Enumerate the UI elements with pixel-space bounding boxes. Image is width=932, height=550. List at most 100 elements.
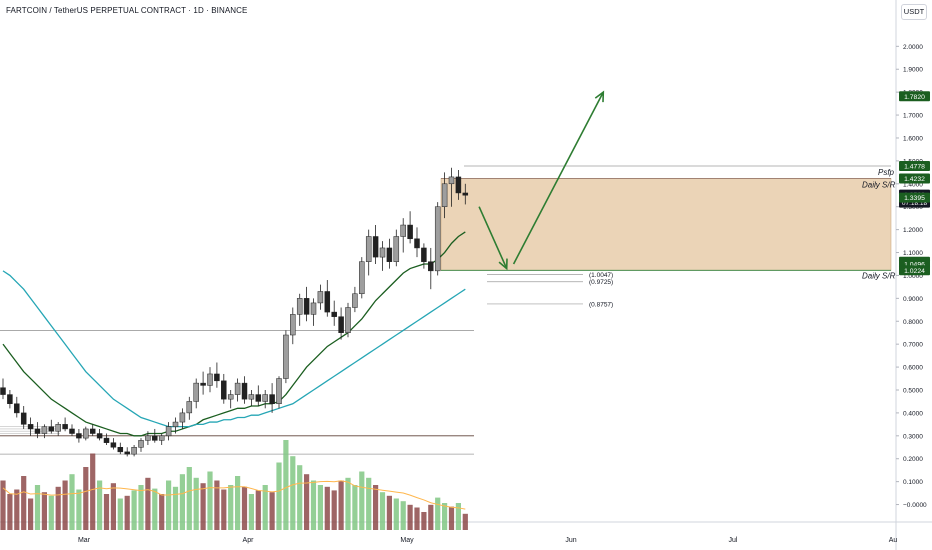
candle-body xyxy=(221,380,227,400)
candle-body xyxy=(62,424,68,430)
candle-body xyxy=(55,424,61,432)
volume-bar xyxy=(283,440,289,530)
x-tick-label: May xyxy=(400,537,414,544)
volume-bar xyxy=(159,494,165,530)
volume-bar xyxy=(359,471,365,530)
candle-body xyxy=(352,293,358,308)
price-label: 1.7820 xyxy=(904,94,925,101)
volume-bar xyxy=(14,489,20,530)
volume-bar xyxy=(414,507,420,530)
candle-body xyxy=(110,442,117,448)
candle-body xyxy=(421,247,427,262)
candle-body xyxy=(365,236,372,262)
candle-body xyxy=(20,412,27,425)
daily-sr-bottom-label: Daily S/R xyxy=(862,271,896,280)
candle-body xyxy=(207,373,213,386)
candles xyxy=(0,167,469,457)
volume-bar xyxy=(103,494,110,530)
volume-bar xyxy=(448,506,455,530)
currency-button[interactable]: USDT xyxy=(901,4,927,20)
y-tick-label: 0.5000 xyxy=(903,387,923,394)
y-tick-label: 0.9000 xyxy=(903,296,923,303)
candle-body xyxy=(324,291,331,313)
volume-bar xyxy=(269,492,275,530)
volume-bar xyxy=(317,485,323,530)
volume-bar xyxy=(324,486,330,530)
volume-bar xyxy=(21,476,27,530)
volume-bar xyxy=(241,486,248,530)
y-tick-label: 1.1000 xyxy=(903,250,923,257)
candle-body xyxy=(379,247,386,258)
candle-body xyxy=(393,236,400,262)
volume-bar xyxy=(304,474,310,530)
volume-bar xyxy=(145,477,151,530)
candle-body xyxy=(200,382,206,386)
volume-bar xyxy=(221,489,227,530)
volume-bar xyxy=(407,504,413,530)
volume-bar xyxy=(186,467,192,530)
volume-bar xyxy=(352,485,358,530)
volume-bar xyxy=(248,494,254,530)
candle-body xyxy=(117,447,124,453)
candle-body xyxy=(269,394,275,404)
y-tick-label: 2.0000 xyxy=(903,44,923,51)
candle-body xyxy=(386,247,393,262)
y-tick-label: 0.2000 xyxy=(903,456,923,463)
candle-body xyxy=(276,378,282,404)
price-label-bg xyxy=(899,192,930,203)
volume-bar xyxy=(34,485,41,530)
candle-body xyxy=(172,421,179,427)
volume-bar xyxy=(331,490,337,530)
candle-body xyxy=(0,387,6,395)
time-axis: Mar Apr May Jun Jul Au xyxy=(78,537,897,544)
volume-bar xyxy=(90,453,96,530)
candle-body xyxy=(158,435,165,441)
volume-bar xyxy=(0,480,6,530)
candle-body xyxy=(372,236,379,258)
volume-bar xyxy=(393,498,399,530)
candle-body xyxy=(69,428,75,434)
volume-bar xyxy=(131,490,137,530)
price-axis: 2.00001.90001.80001.70001.60001.50001.40… xyxy=(896,44,930,509)
volume-bar xyxy=(435,497,441,530)
candle-body xyxy=(345,307,351,333)
volume-bar xyxy=(379,492,386,530)
fib-label: (1.0047) xyxy=(589,272,613,279)
y-tick-label: 0.3000 xyxy=(903,433,923,440)
fib-label: (0.8757) xyxy=(589,301,613,308)
y-tick-label: 1.6000 xyxy=(903,135,923,142)
price-label-bg xyxy=(899,265,930,276)
candle-body xyxy=(145,435,151,441)
volume-bar xyxy=(373,485,379,530)
volume-bar xyxy=(48,495,54,530)
y-tick-label: 1.0000 xyxy=(903,273,923,280)
volume-bar xyxy=(193,477,199,530)
y-tick-label: 0.8000 xyxy=(903,319,923,326)
psfp-label: Psfp xyxy=(878,168,895,177)
candle-body xyxy=(241,382,248,400)
volume-bar xyxy=(76,489,82,530)
x-tick-label: Apr xyxy=(243,537,255,544)
candle-body xyxy=(303,298,310,315)
candle-body xyxy=(255,394,262,402)
candle-body xyxy=(34,428,41,434)
sr-zone-rect xyxy=(440,178,892,271)
volume-ma-line xyxy=(2,480,466,510)
candle-body xyxy=(283,334,289,379)
volume-bar xyxy=(110,483,116,530)
volume-bar xyxy=(228,485,234,530)
volume-bar xyxy=(290,456,296,530)
candle-body xyxy=(227,394,234,400)
volume-bar xyxy=(310,480,317,530)
y-tick-label: 0.1000 xyxy=(903,479,923,486)
candle-body xyxy=(131,447,137,455)
arrow-line xyxy=(512,91,605,265)
daily-sr-top-label: Daily S/R xyxy=(862,180,896,189)
volume-bar xyxy=(255,490,261,530)
volume-bar xyxy=(386,495,392,530)
x-tick-label: Jun xyxy=(565,537,576,544)
volume-bar xyxy=(179,474,185,530)
volume-bar xyxy=(166,480,172,530)
price-label-bg xyxy=(899,173,930,184)
